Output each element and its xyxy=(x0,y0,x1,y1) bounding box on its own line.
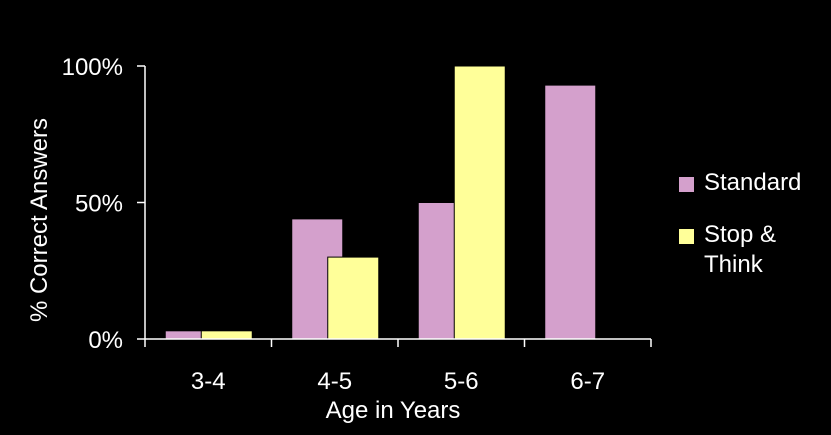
legend-item-standard: Standard xyxy=(678,168,828,198)
bars-group xyxy=(164,65,597,340)
x-tick-label: 5-6 xyxy=(444,368,479,395)
legend-label-stop-think: Stop & Think xyxy=(704,221,777,278)
legend: Standard Stop & Think xyxy=(678,168,828,302)
bar-stop-think-4-5 xyxy=(327,256,380,340)
x-ticks-group: 3-4 4-5 5-6 6-7 xyxy=(144,339,652,395)
y-axis-label: % Correct Answers xyxy=(26,118,53,322)
y-ticks-group: 0% 50% 100% xyxy=(62,54,145,354)
y-tick-label: 0% xyxy=(88,327,123,354)
x-tick-label: 3-4 xyxy=(191,368,226,395)
y-tick-label: 100% xyxy=(62,54,123,81)
y-tick-label: 50% xyxy=(75,191,123,218)
bar-standard-6-7 xyxy=(544,84,597,340)
legend-swatch-standard xyxy=(678,176,695,193)
legend-item-stop-think: Stop & Think xyxy=(678,220,828,280)
legend-label-standard: Standard xyxy=(704,169,802,196)
x-tick-label: 4-5 xyxy=(317,368,352,395)
bar-stop-think-5-6 xyxy=(453,65,506,340)
x-axis-label: Age in Years xyxy=(326,397,461,424)
legend-swatch-stop-think xyxy=(678,228,695,245)
x-tick-label: 6-7 xyxy=(570,368,605,395)
bar-stop-think-3-4 xyxy=(200,330,253,340)
